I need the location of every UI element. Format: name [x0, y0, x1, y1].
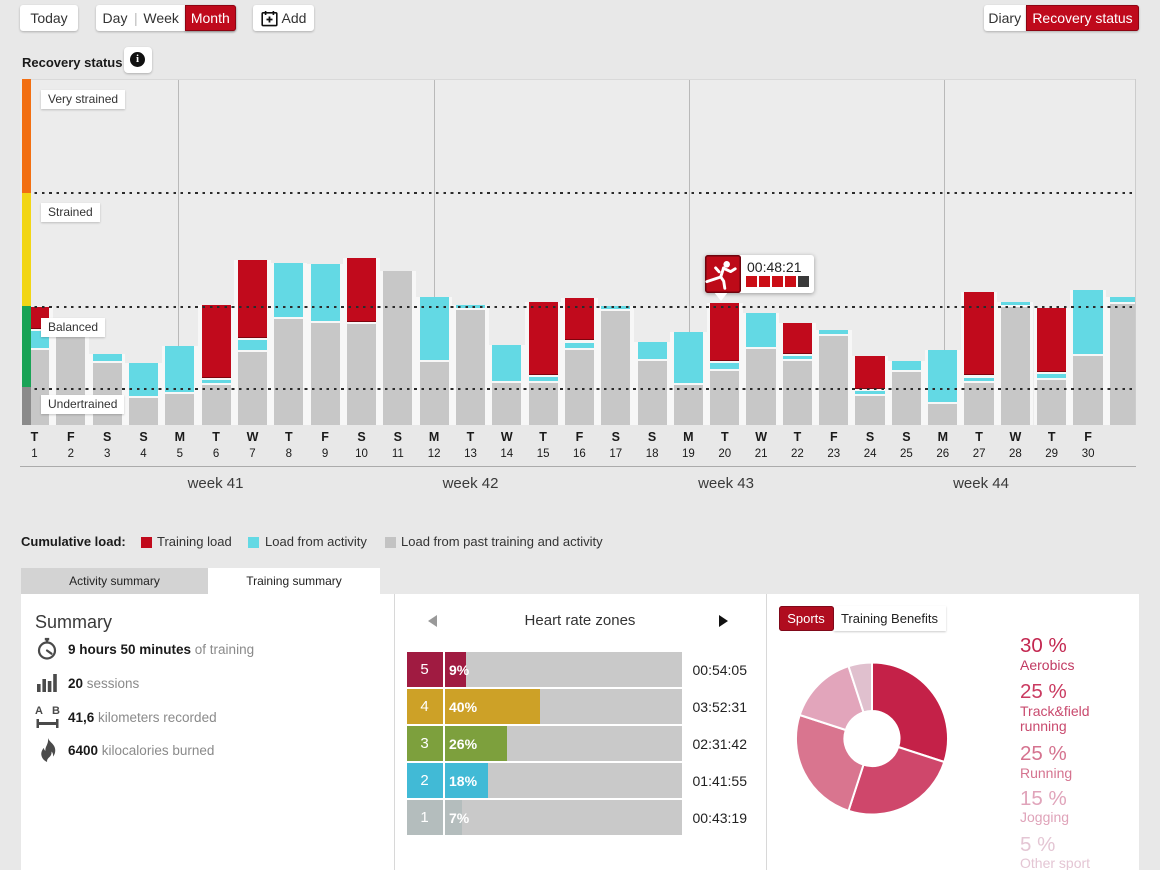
svg-text:A: A	[35, 705, 43, 717]
svg-text:B: B	[52, 705, 60, 717]
